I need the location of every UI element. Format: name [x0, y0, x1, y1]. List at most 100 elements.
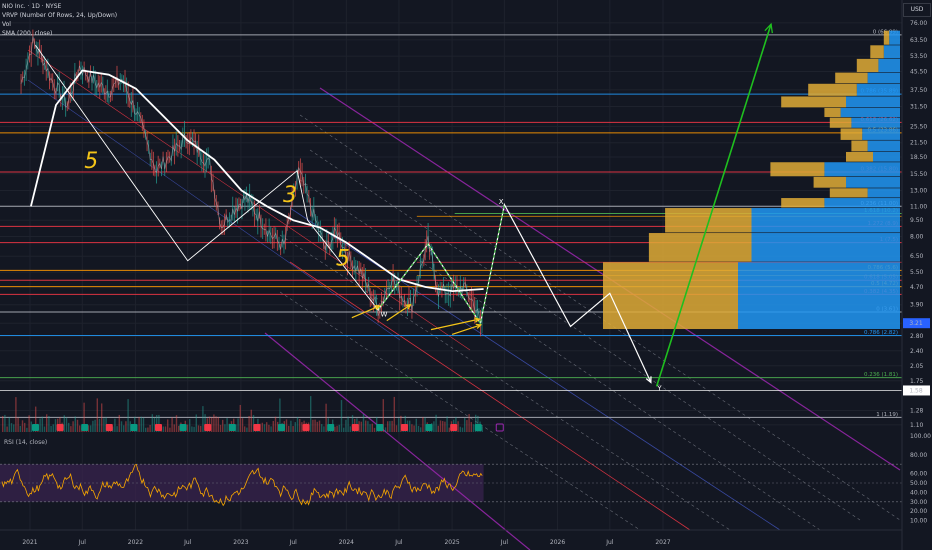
volume-bar: [448, 427, 450, 432]
volume-bar: [92, 420, 94, 432]
rsi-tick-label: 100.00: [910, 433, 931, 440]
vrvp-bar-up: [751, 208, 900, 233]
volume-bar: [226, 418, 228, 432]
vrvp-bar-up: [846, 176, 900, 188]
event-marker[interactable]: [450, 424, 458, 431]
event-marker[interactable]: [56, 424, 64, 431]
event-marker[interactable]: [204, 424, 212, 431]
indicator-vol[interactable]: Vol: [2, 21, 11, 28]
volume-bar: [101, 403, 103, 432]
event-marker[interactable]: [81, 424, 89, 431]
volume-bar: [477, 415, 479, 432]
volume-bar: [74, 416, 76, 432]
vrvp-bar-up: [840, 107, 900, 118]
volume-bar: [299, 418, 301, 432]
event-marker[interactable]: [179, 424, 187, 431]
event-marker[interactable]: [277, 424, 285, 431]
current-price-tag: [903, 318, 930, 329]
volume-bar: [472, 424, 475, 432]
symbol-line[interactable]: NIO Inc. · 1D · NYSE: [2, 3, 62, 10]
volume-bar: [285, 419, 288, 432]
event-marker[interactable]: [253, 424, 261, 431]
volume-bar: [189, 419, 191, 432]
volume-bar: [290, 420, 292, 432]
vrvp-bar-down: [840, 128, 863, 140]
pointer-arrow: [451, 324, 481, 336]
volume-bar: [70, 426, 72, 432]
vrvp-bar-up: [851, 117, 900, 128]
volume-bar: [186, 424, 189, 432]
volume-bar: [294, 422, 296, 432]
volume-bar: [334, 426, 336, 432]
rsi-tick-label: 60.00: [910, 471, 927, 478]
volume-bar: [147, 427, 149, 432]
volume-bar: [296, 417, 299, 432]
pointer-arrowhead: [405, 303, 412, 310]
volume-bar: [169, 427, 171, 432]
vrvp-bar-up: [824, 162, 900, 177]
event-marker[interactable]: [228, 424, 236, 431]
event-marker[interactable]: [105, 424, 113, 431]
volume-bar: [129, 421, 131, 432]
volume-bar: [371, 423, 373, 432]
vrvp-bar-up: [862, 128, 900, 140]
volume-bar: [384, 427, 387, 432]
volume-bar: [72, 421, 74, 432]
volume-bar: [90, 425, 92, 432]
event-marker[interactable]: [400, 424, 408, 431]
vrvp-bar-up: [878, 58, 900, 73]
volume-bar: [433, 421, 435, 432]
y-tick-label: 1.28: [910, 407, 924, 414]
indicator-sma[interactable]: SMA (200, close): [2, 30, 53, 37]
y-tick-label: 31.50: [910, 103, 927, 110]
volume-bar: [277, 421, 279, 432]
rsi-tick-label: 40.00: [910, 489, 927, 496]
volume-bar: [96, 398, 98, 432]
event-marker[interactable]: [302, 424, 310, 431]
y-tick-label: 1.75: [910, 378, 924, 385]
volume-bar: [248, 415, 250, 432]
volume-bar: [123, 425, 125, 432]
volume-bar: [481, 426, 483, 432]
pointer-arrow: [430, 318, 480, 331]
y-tick-label: 37.50: [910, 87, 927, 94]
event-marker[interactable]: [154, 424, 162, 431]
volume-bars: [2, 396, 504, 432]
volume-bar: [340, 400, 343, 432]
trend-channels: [27, 49, 901, 550]
volume-bar: [149, 424, 151, 432]
volume-bar: [288, 425, 290, 432]
volume-bar: [323, 426, 325, 432]
event-marker[interactable]: [327, 424, 335, 431]
event-marker[interactable]: [495, 423, 504, 432]
currency-button[interactable]: USD: [903, 3, 931, 17]
volume-bar: [468, 414, 470, 432]
volume-bar: [28, 415, 30, 432]
volume-bar: [224, 424, 226, 432]
bullish-target-arrow[interactable]: [655, 23, 772, 387]
x-tick-label: 2025: [444, 539, 459, 546]
vrvp-bar-down: [829, 117, 852, 128]
rsi-tick-label: 20.00: [910, 508, 927, 515]
event-marker[interactable]: [425, 424, 433, 431]
volume-bar: [252, 414, 255, 432]
volume-bar: [41, 416, 43, 432]
vrvp-bar-up: [867, 140, 900, 152]
event-marker[interactable]: [474, 424, 482, 431]
y-tick-label: 45.50: [910, 69, 927, 76]
pointer-arrowhead: [475, 323, 483, 329]
event-marker[interactable]: [351, 424, 359, 431]
pointer-arrowhead: [374, 305, 381, 311]
volume-bar: [349, 426, 351, 432]
pointer-arrow: [386, 304, 411, 322]
event-marker[interactable]: [31, 424, 39, 431]
volume-bar: [272, 420, 274, 432]
event-marker[interactable]: [376, 424, 384, 431]
event-marker[interactable]: [130, 424, 138, 431]
fib-level-label: 0.786 (2.82): [864, 330, 898, 336]
volume-bar: [466, 420, 468, 432]
indicator-vrvp[interactable]: VRVP (Number Of Rows, 24, Up/Down): [2, 12, 118, 19]
